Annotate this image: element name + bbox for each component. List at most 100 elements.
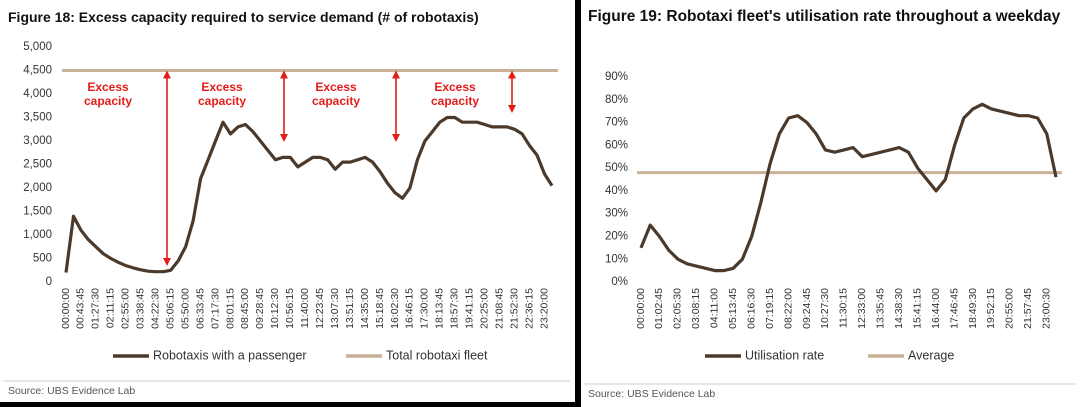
y-tick-label: 20% (605, 230, 628, 242)
x-tick-label: 04:11:00 (709, 288, 721, 328)
x-tick-label: 19:52:15 (985, 288, 997, 329)
y-tick-label: 70% (605, 117, 628, 129)
x-tick-label: 13:07:30 (329, 288, 341, 329)
y-tick-label: 1,000 (23, 229, 52, 241)
y-tick-label: 5,000 (23, 41, 52, 53)
data-line (64, 115, 554, 274)
y-tick-label: 40% (605, 185, 628, 197)
y-tick-label: 3,000 (23, 135, 52, 147)
arrow-head (392, 70, 400, 79)
x-tick-label: 15:41:15 (911, 288, 923, 329)
x-tick-label: 17:46:45 (948, 288, 960, 329)
x-tick-label: 21:08:45 (493, 288, 505, 329)
x-tick-label: 20:55:00 (1004, 288, 1016, 329)
x-tick-label: 06:16:30 (745, 288, 757, 329)
source: Source: UBS Evidence Lab (588, 388, 715, 400)
data-line (639, 102, 1058, 273)
x-tick-label: 22:36:15 (523, 288, 535, 329)
chart-title: Figure 19: Robotaxi fleet's utilisation … (588, 8, 1061, 25)
x-tick-label: 20:25:00 (478, 288, 490, 329)
legend-label: Average (908, 348, 954, 362)
arrow-head (280, 134, 288, 142)
annotation: Excess (315, 80, 357, 94)
separator (0, 402, 575, 407)
x-tick-label: 08:01:15 (224, 288, 236, 329)
annotation: capacity (312, 94, 360, 108)
x-tick-label: 12:33:00 (856, 288, 868, 329)
x-tick-label: 00:00:00 (635, 288, 647, 329)
x-tick-label: 10:27:30 (819, 288, 831, 329)
x-tick-label: 12:23:45 (314, 288, 326, 329)
x-tick-label: 01:27:30 (90, 288, 102, 329)
legend-label: Robotaxis with a passenger (153, 348, 307, 362)
x-tick-label: 04:22:30 (150, 288, 162, 329)
x-tick-label: 18:49:30 (967, 288, 979, 329)
y-tick-label: 90% (605, 71, 628, 83)
y-tick-label: 2,000 (23, 182, 52, 194)
x-tick-label: 03:08:15 (690, 288, 702, 329)
y-tick-label: 1,500 (23, 206, 52, 218)
x-tick-label: 02:55:00 (120, 288, 132, 329)
x-tick-label: 08:22:00 (782, 288, 794, 329)
annotation: capacity (431, 94, 479, 108)
y-tick-label: 10% (605, 253, 628, 265)
x-tick-label: 03:38:45 (135, 288, 147, 329)
x-tick-label: 05:06:15 (164, 288, 176, 329)
x-tick-label: 01:02:45 (653, 288, 665, 329)
y-tick-label: 500 (33, 253, 52, 265)
annotation: capacity (198, 94, 246, 108)
x-tick-label: 02:05:30 (672, 288, 684, 329)
y-tick-label: 2,500 (23, 159, 52, 171)
y-tick-label: 3,500 (23, 112, 52, 124)
separator (575, 0, 581, 407)
arrow-head (392, 134, 400, 142)
x-tick-label: 08:45:00 (239, 288, 251, 329)
legend-label: Total robotaxi fleet (386, 348, 488, 362)
x-tick-label: 10:56:15 (284, 288, 296, 329)
annotation: Excess (87, 80, 129, 94)
x-tick-label: 19:41:15 (464, 288, 476, 329)
x-tick-label: 17:30:00 (419, 288, 431, 329)
x-tick-label: 10:12:30 (269, 288, 281, 329)
arrow-head (508, 105, 516, 113)
x-tick-label: 15:18:45 (374, 288, 386, 329)
arrow-head (163, 70, 171, 79)
x-tick-label: 23:20:00 (538, 288, 550, 329)
x-tick-label: 21:52:30 (508, 288, 520, 329)
arrow-head (163, 258, 171, 266)
x-tick-label: 00:00:00 (60, 288, 72, 329)
x-tick-label: 05:50:00 (179, 288, 191, 329)
x-tick-label: 16:44:00 (930, 288, 942, 329)
y-tick-label: 0% (611, 276, 628, 288)
chart-title: Figure 18: Excess capacity required to s… (8, 9, 479, 25)
x-tick-label: 13:35:45 (875, 288, 887, 329)
x-tick-label: 05:13:45 (727, 288, 739, 329)
x-tick-label: 16:46:15 (404, 288, 416, 329)
y-tick-label: 80% (605, 94, 628, 106)
x-tick-label: 11:30:15 (838, 288, 850, 328)
y-tick-label: 60% (605, 139, 628, 151)
x-tick-label: 13:51:15 (344, 288, 356, 329)
y-tick-label: 4,000 (23, 88, 52, 100)
x-tick-label: 11:40:00 (299, 288, 311, 328)
x-tick-label: 07:19:15 (764, 288, 776, 329)
x-tick-label: 14:35:00 (359, 288, 371, 329)
annotation: Excess (434, 80, 476, 94)
source: Source: UBS Evidence Lab (8, 385, 135, 397)
x-tick-label: 07:17:30 (209, 288, 221, 329)
x-tick-label: 06:33:45 (194, 288, 206, 329)
x-tick-label: 14:38:30 (893, 288, 905, 329)
x-tick-label: 16:02:30 (389, 288, 401, 329)
legend-label: Utilisation rate (745, 348, 824, 362)
y-tick-label: 30% (605, 208, 628, 220)
y-tick-label: 50% (605, 162, 628, 174)
x-tick-label: 09:28:45 (254, 288, 266, 329)
annotation: capacity (84, 94, 132, 108)
x-tick-label: 18:13:45 (434, 288, 446, 329)
y-tick-label: 0 (46, 276, 52, 288)
x-tick-label: 21:57:45 (1022, 288, 1034, 329)
x-tick-label: 00:43:45 (75, 288, 87, 329)
arrow-head (508, 70, 516, 79)
x-tick-label: 18:57:30 (449, 288, 461, 329)
